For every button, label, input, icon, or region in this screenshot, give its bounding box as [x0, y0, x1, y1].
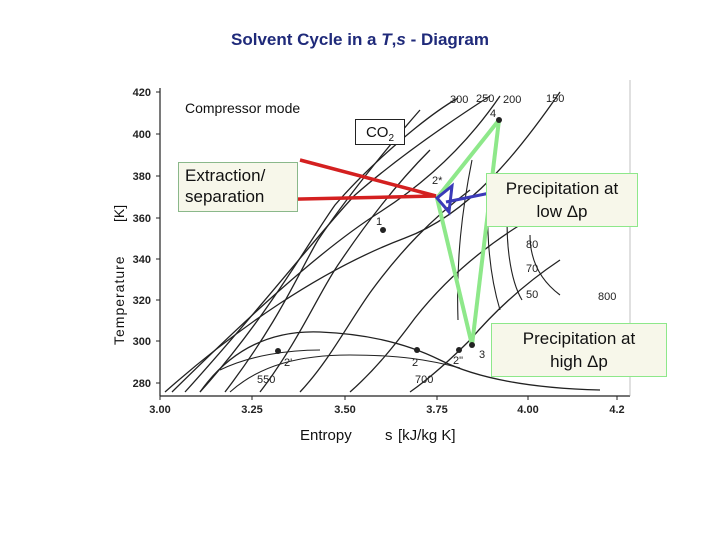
- title-s: s: [396, 30, 406, 49]
- cycle-4-to-3: [470, 119, 501, 346]
- page-title: Solvent Cycle in a T,s - Diagram: [0, 30, 720, 50]
- curve-label-700: 700: [415, 374, 433, 386]
- point-3-marker: [469, 342, 475, 348]
- state-points: [275, 117, 502, 354]
- cycle-4-to-2star: [435, 118, 501, 200]
- curve-label-550: 550: [257, 374, 275, 386]
- y-tick-300: 300: [133, 336, 151, 348]
- curve-label-150: 150: [546, 93, 564, 105]
- green-cycle: [435, 118, 501, 346]
- isobar-6: [259, 149, 431, 393]
- precip-low-line2: low Δp: [536, 202, 588, 221]
- curve-label-70: 70: [526, 263, 538, 275]
- curve-label-300: 300: [450, 94, 468, 106]
- point-1-label: 1: [376, 216, 382, 228]
- x-axis-symbol: s: [385, 427, 393, 444]
- x-tick-4.2: 4.2: [609, 404, 624, 416]
- title-prefix: Solvent Cycle in a: [231, 30, 382, 49]
- y-tick-380: 380: [133, 171, 151, 183]
- y-axis-label: Temperature: [111, 255, 127, 345]
- x-tick-3.25: 3.25: [241, 404, 262, 416]
- y-tick-280: 280: [133, 378, 151, 390]
- x-ticks: [159, 396, 618, 400]
- point-4-label: 4: [490, 108, 496, 120]
- precip-low-line1: Precipitation at: [505, 179, 619, 198]
- cycle-2star-to-3: [435, 197, 474, 346]
- y-tick-320: 320: [133, 295, 151, 307]
- point-3-label: 3: [479, 349, 485, 361]
- precip-low-box: Precipitation at low Δp: [486, 173, 638, 227]
- compressor-mode-label: Compressor mode: [185, 98, 320, 118]
- isobar-1: [164, 91, 561, 393]
- extraction-arrow-1: [299, 158, 437, 198]
- point-4-marker: [496, 117, 502, 123]
- density-1: [457, 159, 473, 321]
- point-1-marker: [380, 227, 386, 233]
- saturation-line: [229, 354, 461, 393]
- density-4: [529, 234, 561, 296]
- point-2-dprime-label: 2": [453, 355, 463, 367]
- y-axis-unit: [K]: [111, 205, 127, 222]
- isobar-4: [199, 97, 459, 393]
- precip-low-arrowhead: [434, 182, 454, 216]
- isobar-2: [171, 95, 501, 393]
- x-tick-4.00: 4.00: [517, 404, 538, 416]
- co2-subscript: 2: [388, 133, 395, 144]
- extraction-box: Extraction/ separation: [178, 162, 298, 212]
- curve-label-80: 80: [526, 239, 538, 251]
- point-2-prime-marker: [275, 348, 281, 354]
- x-tick-3.50: 3.50: [334, 404, 355, 416]
- precip-high-line1: Precipitation at: [522, 329, 636, 348]
- co2-box: CO2: [355, 119, 405, 145]
- point-2-prime-label: 2': [284, 357, 292, 369]
- point-2-dprime-marker: [456, 347, 462, 353]
- isobar-5: [224, 109, 421, 393]
- title-suffix: - Diagram: [405, 30, 489, 49]
- y-tick-340: 340: [133, 254, 151, 266]
- isobar-3: [184, 95, 491, 393]
- precip-high-box: Precipitation at high Δp: [491, 323, 667, 377]
- precip-high-line2: high Δp: [550, 352, 608, 371]
- point-2-marker: [414, 347, 420, 353]
- x-axis-unit: [kJ/kg K]: [398, 427, 456, 444]
- title-comma: ,: [391, 30, 397, 49]
- saturation-line-2: [219, 349, 321, 371]
- title-T: T: [381, 30, 392, 49]
- isobar-curves: [164, 91, 561, 393]
- isobar-8: [349, 224, 521, 393]
- curve-label-200: 200: [503, 94, 521, 106]
- y-tick-420: 420: [133, 87, 151, 99]
- y-ticks: [156, 91, 160, 384]
- isobar-7: [299, 189, 471, 393]
- point-2-star-label: 2*: [432, 175, 443, 187]
- co2-text: CO: [365, 124, 389, 141]
- point-2-label: 2: [412, 357, 418, 369]
- precip-low-arrow-line: [445, 191, 491, 204]
- curve-label-250: 250: [476, 93, 494, 105]
- curve-label-50: 50: [526, 289, 538, 301]
- two-phase-dome: [199, 331, 601, 393]
- y-tick-360: 360: [133, 213, 151, 225]
- y-tick-400: 400: [133, 129, 151, 141]
- x-tick-3.75: 3.75: [426, 404, 447, 416]
- x-axis-label: Entropy: [300, 427, 352, 444]
- curve-label-800: 800: [598, 291, 616, 303]
- x-tick-3.00: 3.00: [149, 404, 170, 416]
